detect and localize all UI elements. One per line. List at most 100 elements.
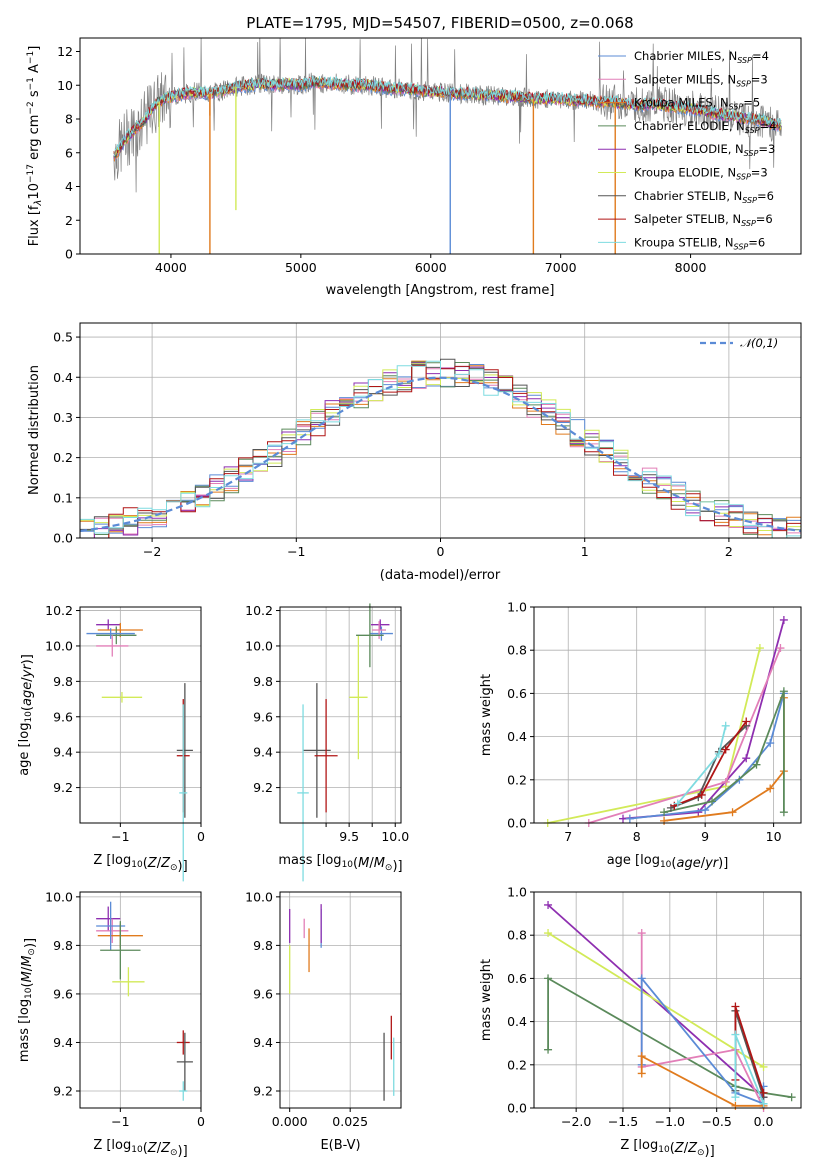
series-marker (759, 1062, 768, 1071)
y-tick-label: 10.0 (245, 889, 273, 904)
series-line (640, 1054, 764, 1107)
grid-lines (534, 606, 801, 824)
x-tick-label: −0.5 (702, 1114, 732, 1129)
y-tick-label: 9.2 (253, 780, 273, 795)
series-marker (544, 974, 553, 983)
x-tick-label: 4000 (155, 260, 187, 275)
y-tick-label: 10.0 (245, 638, 273, 653)
series-marker (544, 929, 553, 938)
ticks: −2.0 −1.5 −1.0 −0.5 0.0 0.0 0.2 0.4 0.6 0.8 1.0 (507, 885, 773, 1130)
grid-lines (280, 607, 401, 823)
y-tick-label: 0.4 (507, 729, 527, 744)
x-axis-label: mass [log10(M/M⊙)] (278, 853, 402, 874)
y-tick-label: 9.4 (253, 745, 273, 760)
x-tick-label: 2 (725, 544, 733, 559)
y-tick-label: 9.6 (53, 709, 73, 724)
y-tick-label: 9.4 (53, 1035, 73, 1050)
legend-label: Kroupa ELODIE, NSSP=3 (634, 166, 768, 182)
y-tick-label: 2 (65, 213, 73, 228)
error-bars (86, 619, 193, 882)
y-tick-label: 0.0 (507, 816, 527, 831)
y-tick-label: 0.2 (507, 772, 527, 787)
x-tick-label: 7 (564, 829, 572, 844)
x-tick-label: −1.0 (655, 1114, 685, 1129)
series-marker (742, 754, 751, 763)
series-marker (759, 1088, 768, 1097)
residual-ylabel: Normed distribution (27, 365, 42, 495)
x-axis-label: E(B-V) (320, 1138, 360, 1153)
series-marker (660, 816, 669, 825)
series-marker (759, 1099, 768, 1108)
series-marker (625, 814, 634, 823)
series-line (547, 932, 764, 1068)
histogram-step-line (80, 363, 801, 539)
spectrum-panel: 4000 5000 6000 7000 8000 0 2 4 6 8 10 12 wavelength… (26, 37, 802, 298)
y-tick-label: 9.4 (53, 745, 73, 760)
series-marker (694, 808, 703, 817)
x-axis-label: age [log10(age/yr)] (607, 853, 729, 871)
mass-ebv-panel: 0.000 0.025 9.2 9.4 9.6 9.8 10.0 E(B-V) (245, 889, 402, 1153)
x-tick-label: 8000 (675, 260, 707, 275)
residual-legend: 𝒩(0,1) (700, 336, 778, 350)
residual-frame (79, 322, 802, 539)
x-tick-label: 0 (437, 544, 445, 559)
y-tick-label: 12 (57, 44, 73, 59)
series-marker (637, 974, 646, 983)
series-marker (728, 808, 737, 817)
y-tick-label: 9.2 (53, 1084, 73, 1099)
legend-label: Kroupa MILES, NSSP=5 (634, 96, 760, 112)
y-tick-label: 9.6 (253, 709, 273, 724)
legend-label: Salpeter MILES, NSSP=3 (634, 72, 768, 88)
y-tick-label: 4 (65, 179, 73, 194)
mass-weight-age-panel: 7 8 9 10 0.0 0.2 0.4 0.6 0.8 1.0 age [log10(age/yr… (479, 600, 802, 871)
series-marker (660, 808, 669, 817)
x-tick-label: −2 (143, 544, 161, 559)
x-tick-label: 0.025 (332, 1114, 368, 1129)
y-tick-label: 8 (65, 112, 73, 127)
ticks: 7 8 9 10 0.0 0.2 0.4 0.6 0.8 1.0 (507, 600, 782, 845)
series-marker (742, 717, 751, 726)
x-tick-label: 8 (633, 829, 641, 844)
series-marker (619, 814, 627, 823)
series-marker (708, 797, 716, 806)
x-tick-label: −1 (111, 829, 129, 844)
y-axis-label: mass weight (479, 674, 494, 756)
axes-frame (79, 606, 202, 824)
series-line (547, 647, 761, 824)
ticks: 9.5 10.0 9.2 9.4 9.6 9.8 10.0 10.2 (245, 603, 409, 844)
y-tick-label: 10.2 (45, 603, 73, 618)
x-tick-label: 10 (766, 829, 782, 844)
y-tick-label: 9.2 (53, 780, 73, 795)
y-tick-label: 10.0 (45, 889, 73, 904)
grid-lines (80, 892, 202, 1108)
normal-curve-line (79, 376, 802, 533)
series-marker (637, 929, 646, 938)
mass-weight-z-panel: −2.0 −1.5 −1.0 −0.5 0.0 0.0 0.2 0.4 0.6 0.8 1.0 Z [… (479, 885, 802, 1159)
x-axis-label: Z [log10(Z/Z⊙)] (93, 1138, 187, 1159)
series-marker (752, 760, 761, 769)
axes-frame (79, 891, 202, 1109)
y-tick-label: 10.0 (45, 638, 73, 653)
series-marker (787, 1093, 796, 1102)
y-tick-label: 0.2 (53, 450, 73, 465)
mass-weight-series (543, 615, 788, 827)
y-tick-label: 0.3 (53, 410, 73, 425)
error-bars (297, 603, 393, 882)
spectrum-lines (113, 38, 782, 254)
error-bars (289, 904, 395, 1101)
grid-lines (280, 892, 401, 1108)
histogram-step-line (80, 360, 801, 539)
y-tick-label: 0.1 (53, 490, 73, 505)
series-marker (697, 790, 706, 799)
x-axis-label: Z [log10(Z/Z⊙)] (93, 853, 187, 874)
y-tick-label: 0 (65, 247, 73, 262)
error-bars (96, 901, 193, 1101)
series-marker (776, 644, 785, 653)
series-marker (779, 615, 788, 624)
normal-legend-label: 𝒩(0,1) (740, 336, 778, 350)
legend-label: Chabrier MILES, NSSP=4 (634, 49, 769, 65)
residual-ticks: −2 −1 0 1 2 0.0 0.1 0.2 0.3 0.4 0.5 (53, 330, 733, 559)
series-marker (731, 1030, 740, 1039)
y-tick-label: 0.0 (507, 1101, 527, 1116)
x-tick-label: 6000 (415, 260, 447, 275)
